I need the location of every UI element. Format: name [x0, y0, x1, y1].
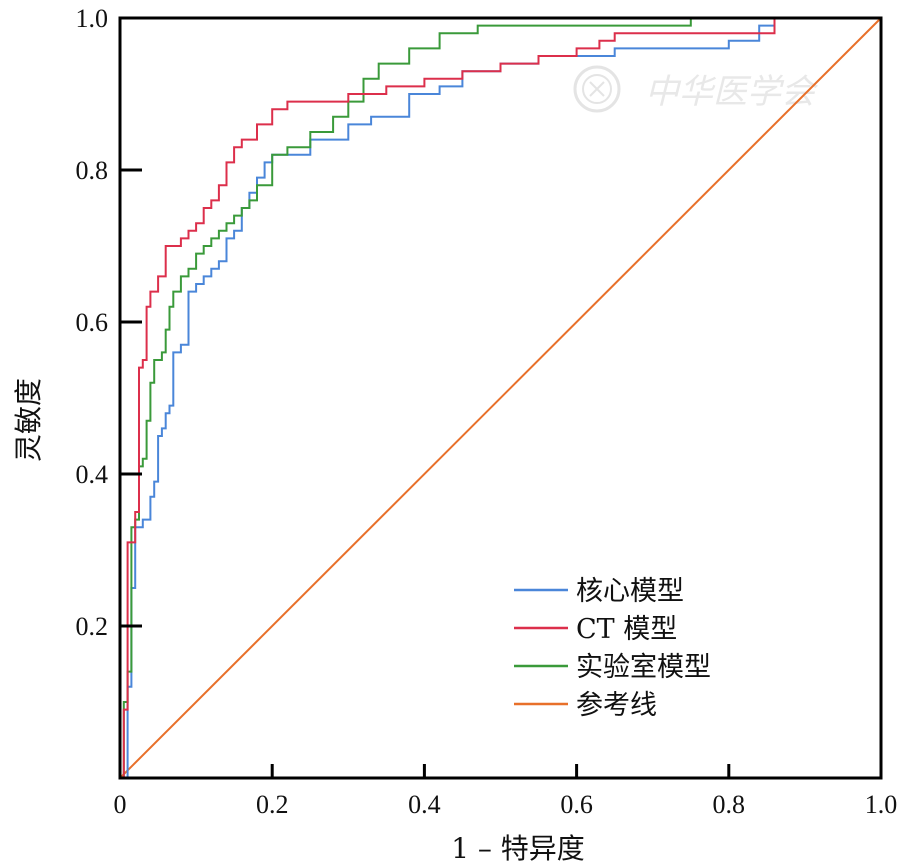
y-tick-label: 1.0 [76, 4, 109, 33]
y-tick-label: 0.4 [76, 460, 109, 489]
y-tick-label: 0.6 [76, 308, 109, 337]
legend-label: 实验室模型 [576, 652, 711, 683]
x-tick-label: 0.4 [408, 790, 441, 819]
x-tick-label: 0 [114, 790, 127, 819]
x-tick-label: 0.6 [560, 790, 593, 819]
x-tick-label: 1.0 [865, 790, 898, 819]
series-line-2 [120, 17, 881, 779]
y-tick-label: 0.2 [76, 612, 109, 641]
legend-label: 核心模型 [576, 576, 684, 607]
watermark-logo: 中华医学会 [573, 65, 819, 113]
series-layer [119, 17, 882, 779]
svg-text:中华医学会: 中华医学会 [645, 72, 819, 112]
x-axis: 0 0.2 0.4 0.6 0.8 1.0 [114, 764, 898, 819]
plot-frame [118, 16, 883, 780]
legend-label: CT 模型 [576, 614, 677, 645]
y-axis-title: 灵敏度 [12, 378, 45, 462]
series-line-3 [119, 17, 882, 779]
x-tick-label: 0.2 [256, 790, 289, 819]
x-tick-label: 0.8 [713, 790, 746, 819]
series-line-1 [120, 17, 881, 779]
legend-label: 参考线 [576, 690, 657, 721]
x-axis-title: 1 – 特异度 [451, 832, 585, 865]
y-axis: 0.2 0.4 0.6 0.8 1.0 [76, 4, 142, 641]
y-tick-label: 0.8 [76, 156, 109, 185]
